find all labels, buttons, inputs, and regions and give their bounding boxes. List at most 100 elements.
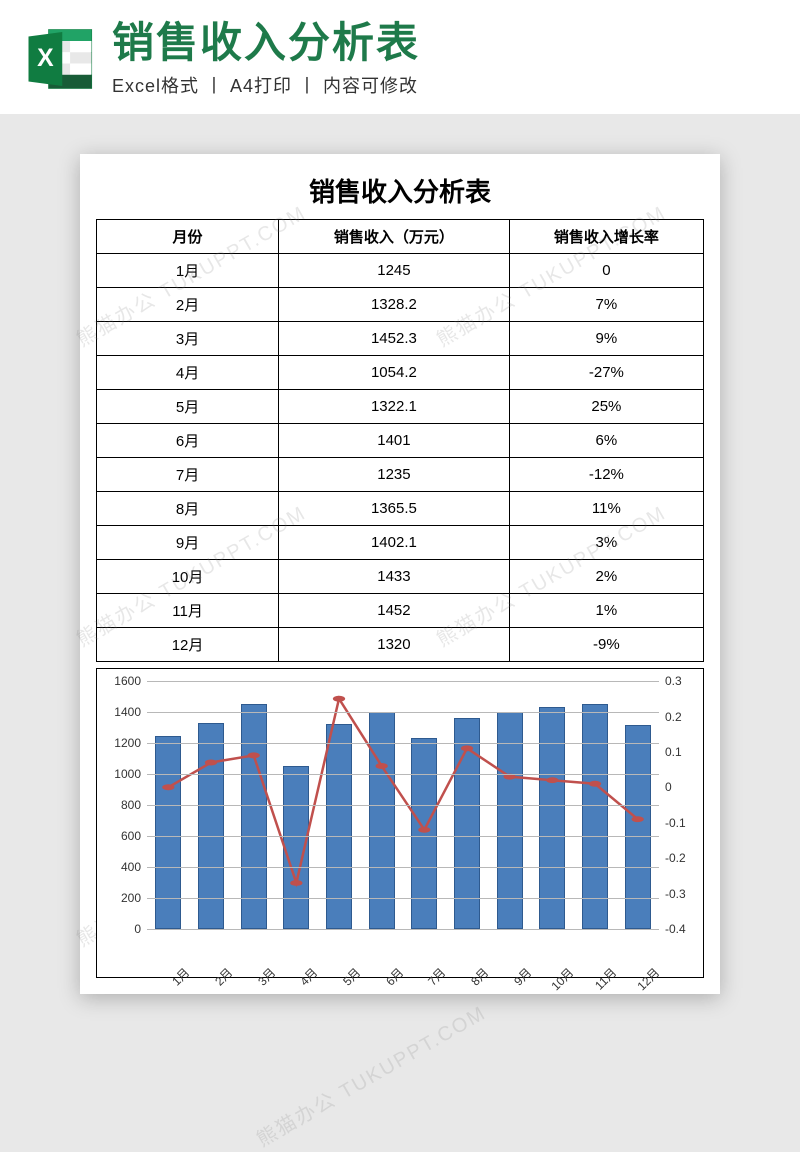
chart-line-marker [333, 696, 345, 702]
y-left-tick: 1000 [114, 767, 147, 781]
table-cell: 1月 [97, 254, 279, 288]
table-cell: 1245 [279, 254, 510, 288]
x-tick: 8月 [462, 964, 492, 994]
x-tick: 3月 [248, 964, 278, 994]
table-cell: 1401 [279, 424, 510, 458]
y-left-tick: 600 [121, 829, 147, 843]
chart-line-marker [162, 784, 174, 790]
grid-line [147, 681, 659, 682]
page-subtitle: Excel格式 丨 A4打印 丨 内容可修改 [112, 72, 776, 98]
table-cell: 2% [509, 560, 703, 594]
table-cell: 0 [509, 254, 703, 288]
table-cell: 1320 [279, 628, 510, 662]
y-right-tick: 0 [659, 780, 672, 794]
grid-line [147, 774, 659, 775]
data-table: 月份 销售收入（万元） 销售收入增长率 1月124502月1328.27%3月1… [96, 219, 704, 662]
y-left-tick: 800 [121, 798, 147, 812]
y-right-tick: -0.2 [659, 851, 686, 865]
chart-line-marker [546, 777, 558, 783]
col-header-revenue: 销售收入（万元） [279, 220, 510, 254]
table-cell: 1% [509, 594, 703, 628]
table-cell: 3% [509, 526, 703, 560]
chart-line-marker [589, 781, 601, 787]
chart-line-marker [376, 763, 388, 769]
table-cell: 1402.1 [279, 526, 510, 560]
table-cell: -27% [509, 356, 703, 390]
table-row: 1月12450 [97, 254, 704, 288]
grid-line [147, 805, 659, 806]
x-tick: 12月 [632, 964, 662, 994]
table-cell: 1452.3 [279, 322, 510, 356]
table-header-row: 月份 销售收入（万元） 销售收入增长率 [97, 220, 704, 254]
table-cell: -9% [509, 628, 703, 662]
table-row: 12月1320-9% [97, 628, 704, 662]
chart-line-marker [290, 880, 302, 886]
x-tick: 2月 [206, 964, 236, 994]
x-tick: 11月 [590, 964, 620, 994]
table-cell: 7月 [97, 458, 279, 492]
y-left-tick: 1200 [114, 736, 147, 750]
y-right-tick: 0.2 [659, 710, 682, 724]
table-row: 10月14332% [97, 560, 704, 594]
table-cell: 1328.2 [279, 288, 510, 322]
table-cell: 1054.2 [279, 356, 510, 390]
x-tick: 9月 [504, 964, 534, 994]
table-cell: 10月 [97, 560, 279, 594]
table-cell: 6% [509, 424, 703, 458]
table-cell: 25% [509, 390, 703, 424]
chart-line [168, 699, 637, 883]
table-cell: 7% [509, 288, 703, 322]
y-right-tick: -0.4 [659, 922, 686, 936]
table-cell: 1322.1 [279, 390, 510, 424]
worksheet: 销售收入分析表 月份 销售收入（万元） 销售收入增长率 1月124502月132… [80, 154, 720, 994]
y-right-tick: 0.1 [659, 745, 682, 759]
chart-line-marker [418, 827, 430, 833]
table-cell: 6月 [97, 424, 279, 458]
chart-line-marker [205, 760, 217, 766]
y-left-tick: 200 [121, 891, 147, 905]
table-row: 11月14521% [97, 594, 704, 628]
x-tick: 7月 [419, 964, 449, 994]
page-header: X 销售收入分析表 Excel格式 丨 A4打印 丨 内容可修改 [0, 0, 800, 114]
table-cell: 1433 [279, 560, 510, 594]
x-tick: 1月 [163, 964, 193, 994]
table-cell: 5月 [97, 390, 279, 424]
table-cell: 1452 [279, 594, 510, 628]
table-row: 6月14016% [97, 424, 704, 458]
table-cell: 8月 [97, 492, 279, 526]
page-title: 销售收入分析表 [112, 20, 776, 66]
table-row: 4月1054.2-27% [97, 356, 704, 390]
table-cell: 9月 [97, 526, 279, 560]
grid-line [147, 743, 659, 744]
combo-chart: 02004006008001000120014001600-0.4-0.3-0.… [96, 668, 704, 978]
table-row: 7月1235-12% [97, 458, 704, 492]
grid-line [147, 867, 659, 868]
y-left-tick: 400 [121, 860, 147, 874]
y-left-tick: 1600 [114, 674, 147, 688]
y-right-tick: -0.1 [659, 816, 686, 830]
grid-line [147, 898, 659, 899]
excel-icon: X [24, 23, 96, 95]
table-cell: 2月 [97, 288, 279, 322]
table-row: 2月1328.27% [97, 288, 704, 322]
chart-line-marker [248, 753, 260, 759]
table-cell: 1235 [279, 458, 510, 492]
sheet-title: 销售收入分析表 [96, 172, 704, 209]
table-row: 3月1452.39% [97, 322, 704, 356]
table-row: 5月1322.125% [97, 390, 704, 424]
x-tick: 5月 [334, 964, 364, 994]
grid-line [147, 712, 659, 713]
table-cell: 12月 [97, 628, 279, 662]
col-header-month: 月份 [97, 220, 279, 254]
col-header-growth: 销售收入增长率 [509, 220, 703, 254]
x-tick: 4月 [291, 964, 321, 994]
grid-line [147, 836, 659, 837]
table-row: 8月1365.511% [97, 492, 704, 526]
y-left-tick: 1400 [114, 705, 147, 719]
x-tick: 10月 [547, 964, 577, 994]
svg-text:X: X [37, 45, 54, 72]
table-cell: 9% [509, 322, 703, 356]
grid-line [147, 929, 659, 930]
chart-line-marker [632, 816, 644, 822]
y-left-tick: 0 [134, 922, 147, 936]
